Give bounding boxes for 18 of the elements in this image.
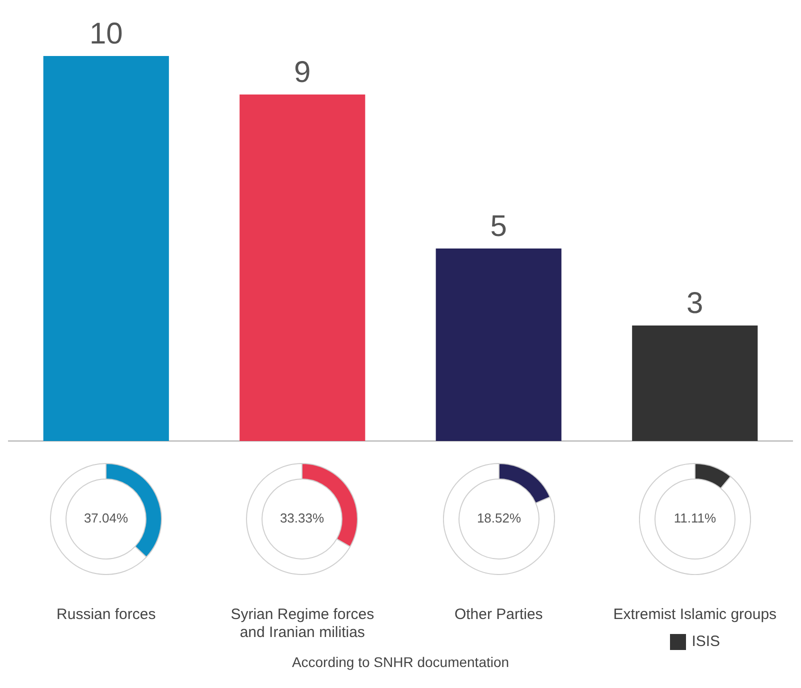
- data-label: 11.11%: [674, 510, 716, 526]
- data-label: 10: [89, 17, 123, 50]
- data-label: 33.33%: [280, 510, 325, 526]
- x-tick-label: Other Parties: [454, 606, 543, 624]
- data-label: 9: [294, 56, 311, 89]
- bar: [240, 94, 366, 441]
- bar: [43, 56, 169, 441]
- data-label: 5: [490, 210, 507, 243]
- x-tick-label: Syrian Regime forces and Iranian militias: [230, 606, 374, 642]
- data-label: 18.52%: [476, 510, 522, 526]
- text: According to SNHR documentation: [290, 654, 510, 670]
- text: ISIS: [692, 633, 720, 650]
- x-tick-label: Extremist Islamic groups: [613, 606, 777, 624]
- x-tick-label: Russian forces: [56, 606, 156, 624]
- bar: [632, 326, 758, 441]
- bar: [436, 248, 562, 441]
- data-label: 3: [686, 286, 704, 320]
- data-label: 37.04%: [84, 510, 129, 526]
